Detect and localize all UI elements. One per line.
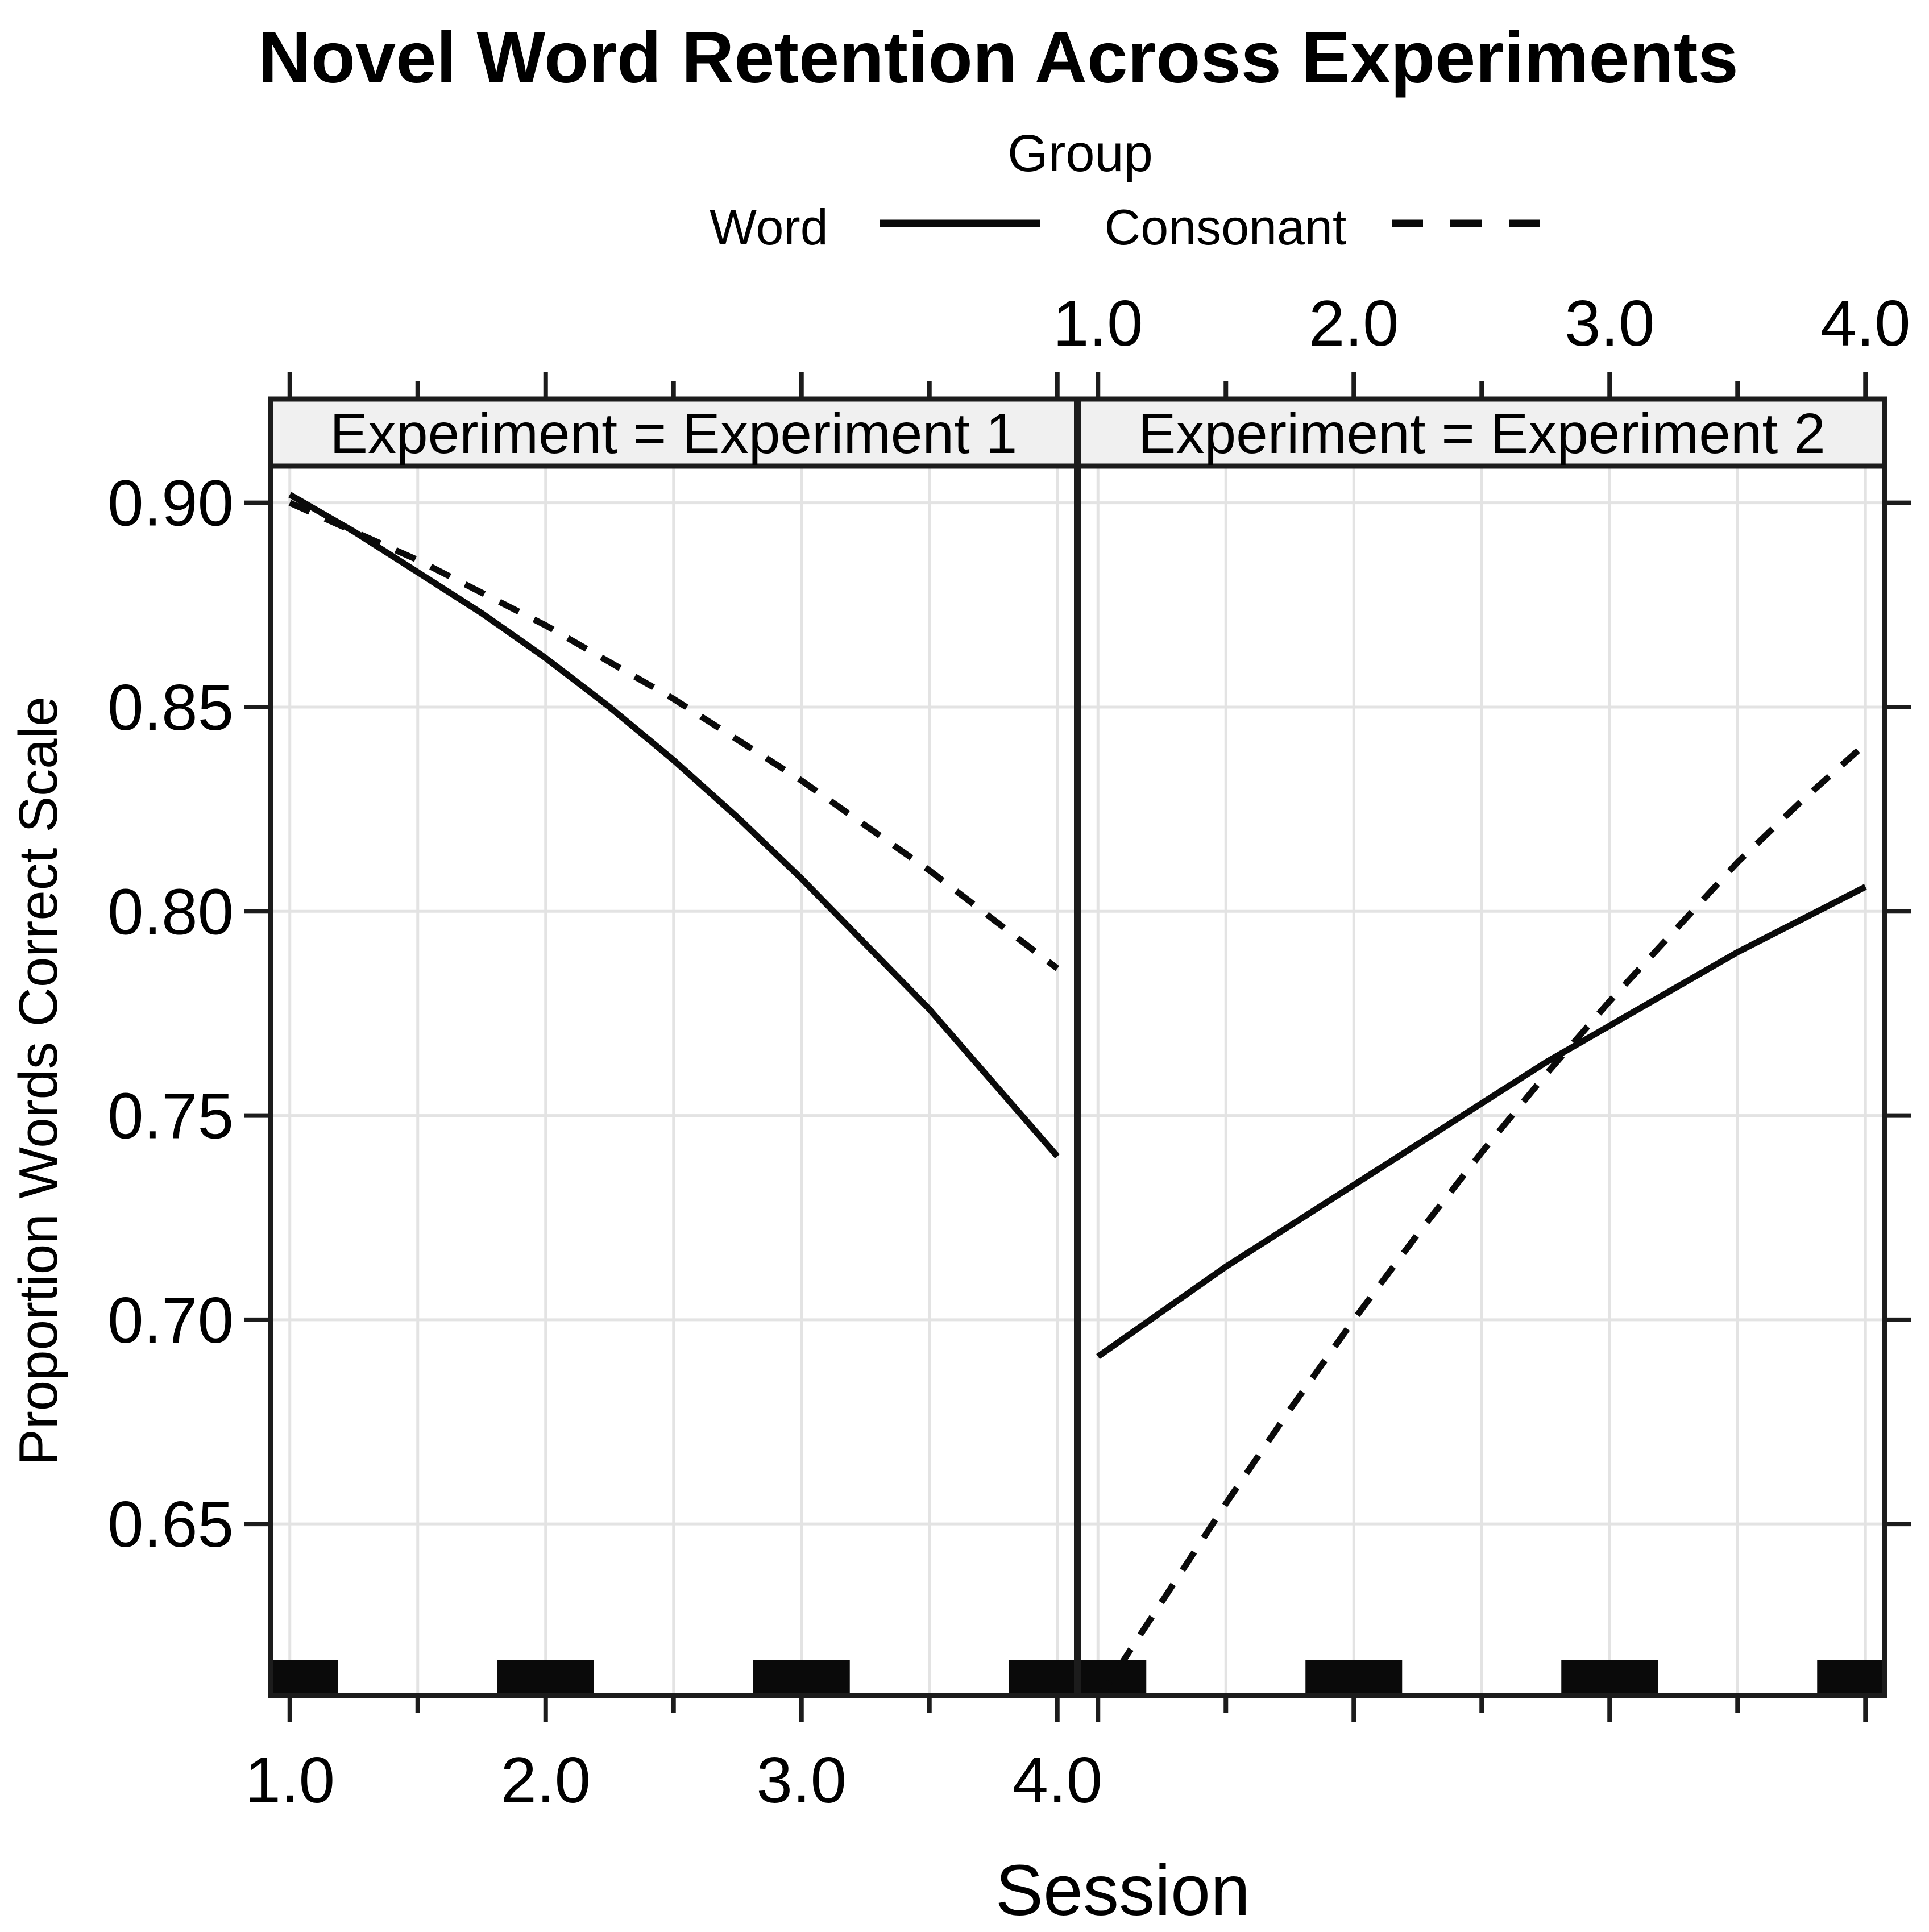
series-line-word-exp2	[1096, 884, 1867, 1360]
legend-line-dashed-sample	[1392, 219, 1542, 227]
rug-bar-session-2	[1305, 1660, 1403, 1696]
rug-bar-session-4	[1817, 1660, 1885, 1696]
rug-bar-session-1	[1078, 1660, 1147, 1696]
legend-line-solid-sample	[879, 219, 1040, 227]
rug-bar-session-3	[1561, 1660, 1658, 1696]
legend: Word Consonant	[710, 196, 1543, 259]
panel-experiment-1: Experiment = Experiment 1 1.0 2.0 3.0 4.0 0.6…	[107, 372, 1102, 1817]
rug-bar-session-1	[271, 1660, 338, 1696]
chart-title: Novel Word Retention Across Experiments	[258, 17, 1739, 98]
series-line-consonant-exp1	[288, 500, 1060, 971]
x-tick-label-bottom: 3.0	[757, 1744, 847, 1817]
legend-label-consonant: Consonant	[1104, 199, 1347, 255]
rug-bar-session-3	[753, 1660, 850, 1696]
rug-bar-session-4	[1009, 1660, 1077, 1696]
y-tick-label: 0.70	[107, 1285, 234, 1357]
legend-label-word: Word	[710, 199, 828, 255]
x-tick-label-bottom: 4.0	[1013, 1744, 1102, 1817]
x-tick-label-top: 3.0	[1565, 288, 1654, 360]
x-tick-label-top: 2.0	[1309, 288, 1399, 360]
x-tick-label-bottom: 1.0	[245, 1744, 335, 1817]
y-tick-label: 0.65	[107, 1489, 234, 1561]
y-tick-label: 0.80	[107, 876, 234, 948]
x-tick-label-top: 1.0	[1053, 288, 1143, 360]
y-tick-label: 0.75	[107, 1081, 234, 1153]
x-tick-label-top: 4.0	[1820, 288, 1910, 360]
legend-title: Group	[1007, 124, 1153, 182]
y-axis-title: Proportion Words Correct Scale	[8, 696, 69, 1465]
panel-experiment-2: Experiment = Experiment 2 1.0 2.0 3.0 4.0	[1053, 288, 1911, 1722]
series-line-word-exp1	[288, 492, 1060, 1159]
y-tick-label: 0.85	[107, 672, 234, 744]
x-axis-title: Session	[995, 1850, 1250, 1930]
rug-bar-session-2	[497, 1660, 594, 1696]
y-tick-label: 0.90	[107, 468, 234, 540]
x-tick-label-bottom: 2.0	[501, 1744, 591, 1817]
facet-strip-label: Experiment = Experiment 2	[1138, 402, 1826, 466]
facet-strip-label: Experiment = Experiment 1	[330, 402, 1017, 466]
series-line-consonant-exp2	[1097, 741, 1868, 1696]
